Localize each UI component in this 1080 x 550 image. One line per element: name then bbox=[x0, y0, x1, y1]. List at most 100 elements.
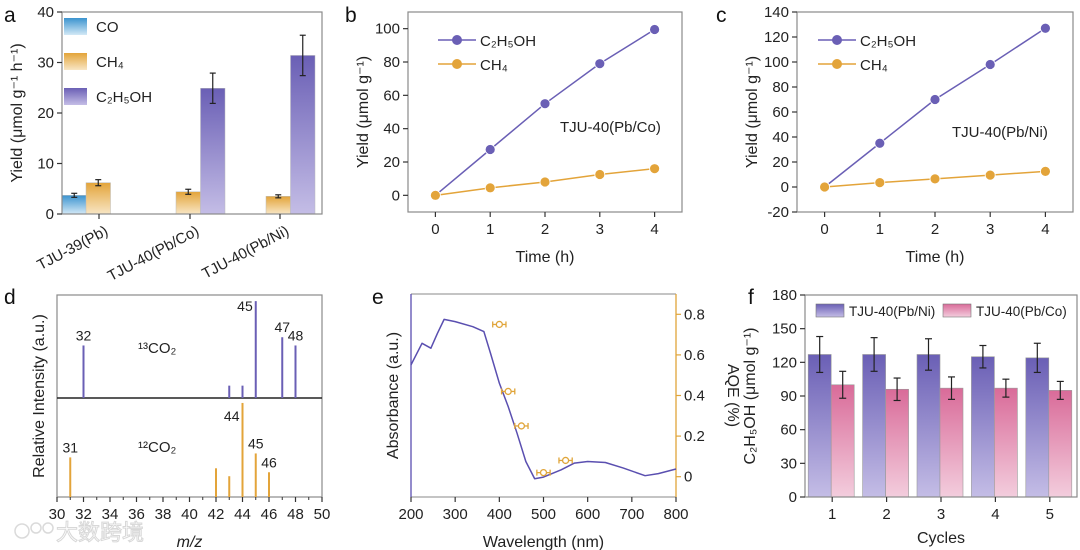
chart-f: 0 30 60 90 120 150 180 1 2 3 4 5 Cycles C₂H₅OH (μmol … bbox=[742, 287, 1078, 547]
y-tick-label: 40 bbox=[37, 4, 54, 21]
x-tick-label: 1 bbox=[486, 221, 494, 238]
legend-label: CO bbox=[96, 19, 119, 36]
data-point bbox=[429, 189, 441, 201]
peak-label: 44 bbox=[224, 408, 240, 424]
y-tick-label: 20 bbox=[383, 154, 400, 171]
x-tick-label: 1 bbox=[876, 221, 884, 238]
y-tick-label: 0 bbox=[781, 179, 789, 196]
data-point bbox=[649, 24, 660, 35]
bar bbox=[885, 388, 909, 498]
bar bbox=[61, 195, 87, 215]
bar bbox=[971, 356, 995, 498]
y-tick-label: 0.8 bbox=[684, 306, 705, 323]
legend-label: C₂H₅OH bbox=[860, 33, 916, 50]
x-tick-label: 36 bbox=[128, 506, 145, 523]
data-point bbox=[874, 177, 886, 189]
label-12co2: ¹²CO₂ bbox=[138, 439, 176, 456]
data-point bbox=[649, 163, 660, 175]
x-tick-label: TJU-40(Pb/Co) bbox=[105, 223, 202, 285]
peak-label: 46 bbox=[261, 454, 277, 470]
aqe-point bbox=[517, 422, 526, 430]
y-axis-title: Yield (μmol g⁻¹) bbox=[744, 56, 761, 168]
data-point bbox=[929, 94, 941, 105]
absorbance-line bbox=[410, 318, 677, 480]
watermark-circle bbox=[30, 522, 42, 534]
bar bbox=[916, 354, 941, 498]
data-point bbox=[594, 58, 606, 70]
data-point bbox=[594, 169, 606, 180]
data-point bbox=[1040, 22, 1051, 34]
annotation: TJU-40(Pb/Co) bbox=[560, 119, 661, 136]
bar bbox=[939, 387, 964, 498]
y-tick-label: 140 bbox=[764, 4, 789, 21]
peak-label: 48 bbox=[288, 327, 304, 343]
data-point bbox=[984, 169, 996, 181]
y-tick-label: 60 bbox=[383, 87, 400, 104]
y-tick-label: 0 bbox=[684, 469, 692, 486]
data-point bbox=[539, 98, 551, 110]
watermark-logo: 大数跨境 bbox=[14, 521, 145, 547]
x-tick-label: 5 bbox=[1046, 506, 1054, 523]
x-tick-label: 600 bbox=[575, 506, 600, 523]
y-tick-label: 40 bbox=[772, 129, 789, 146]
x-tick-label: 0 bbox=[820, 221, 828, 238]
chart-b: 0 20 40 60 80 100 0 1 2 3 4 C₂H₅OH CH₄ TJU-40(Pb/Co) T… bbox=[355, 11, 683, 266]
y-tick-label: 30 bbox=[37, 55, 54, 72]
bar bbox=[1025, 357, 1050, 498]
legend-label: C₂H₅OH bbox=[480, 33, 536, 50]
bar bbox=[830, 384, 855, 498]
y-axis-title: Absorbance (a.u.) bbox=[385, 332, 402, 459]
x-tick-label: 400 bbox=[487, 506, 512, 523]
aqe-point bbox=[539, 468, 548, 477]
x-tick-label: 4 bbox=[1041, 221, 1049, 238]
y-tick-label: 30 bbox=[780, 455, 797, 472]
x-tick-label: 700 bbox=[619, 506, 644, 523]
x-tick-label: 300 bbox=[443, 506, 468, 523]
bar bbox=[200, 88, 226, 215]
x-tick-label: 38 bbox=[155, 506, 172, 523]
x-axis-title: Time (h) bbox=[906, 249, 965, 266]
legend-swatch bbox=[64, 53, 87, 70]
y-tick-label: 60 bbox=[772, 104, 789, 121]
y-axis-title: Yield (μmol g⁻¹ h⁻¹) bbox=[9, 43, 26, 182]
x-tick-label: 30 bbox=[49, 506, 66, 523]
panel-label-a: a bbox=[4, 4, 16, 27]
panel-label-d: d bbox=[4, 286, 16, 309]
panel-label-b: b bbox=[345, 4, 357, 27]
y-tick-label: 0 bbox=[789, 489, 797, 506]
legend-swatch bbox=[64, 88, 87, 105]
y-tick-label: 0.4 bbox=[684, 388, 705, 405]
chart-a: 0 10 20 30 40 TJU-39(Pb)TJU-40(Pb/Co)TJU-40(P… bbox=[9, 4, 323, 285]
x-tick-label: 44 bbox=[234, 506, 251, 523]
aqe-point bbox=[504, 387, 512, 396]
y-tick-label: 0.2 bbox=[684, 428, 705, 445]
x-tick-label: 3 bbox=[937, 506, 945, 523]
y-tick-label: 150 bbox=[772, 321, 797, 338]
y-tick-label: 90 bbox=[780, 388, 797, 405]
bar bbox=[85, 182, 111, 215]
x-tick-label: TJU-39(Pb) bbox=[34, 223, 110, 274]
bar bbox=[994, 387, 1018, 498]
y-axis-title: C₂H₅OH (μmol g⁻¹) bbox=[742, 328, 759, 465]
legend-label: CH₄ bbox=[480, 57, 508, 74]
x-tick-label: 2 bbox=[541, 221, 549, 238]
data-point bbox=[984, 59, 996, 70]
data-point bbox=[1040, 165, 1051, 177]
x-axis-title: Cycles bbox=[917, 530, 965, 547]
x-tick-label: 32 bbox=[75, 506, 92, 523]
x-tick-label: 0 bbox=[431, 221, 439, 238]
bar bbox=[290, 55, 316, 215]
y-tick-label: 20 bbox=[37, 105, 54, 122]
x-axis-title: m/z bbox=[177, 534, 203, 550]
x-axis-title: Time (h) bbox=[516, 249, 575, 266]
panel-label-c: c bbox=[716, 4, 727, 27]
legend-swatch bbox=[64, 18, 87, 35]
y-tick-label: 80 bbox=[383, 54, 400, 71]
y-tick-label: 80 bbox=[772, 79, 789, 96]
x-tick-label: 2 bbox=[931, 221, 939, 238]
y-tick-label: 20 bbox=[772, 154, 789, 171]
x-tick-label: 48 bbox=[287, 506, 304, 523]
peak-label: 45 bbox=[237, 298, 253, 314]
x-tick-label: 800 bbox=[663, 506, 688, 523]
x-tick-label: 2 bbox=[882, 506, 890, 523]
